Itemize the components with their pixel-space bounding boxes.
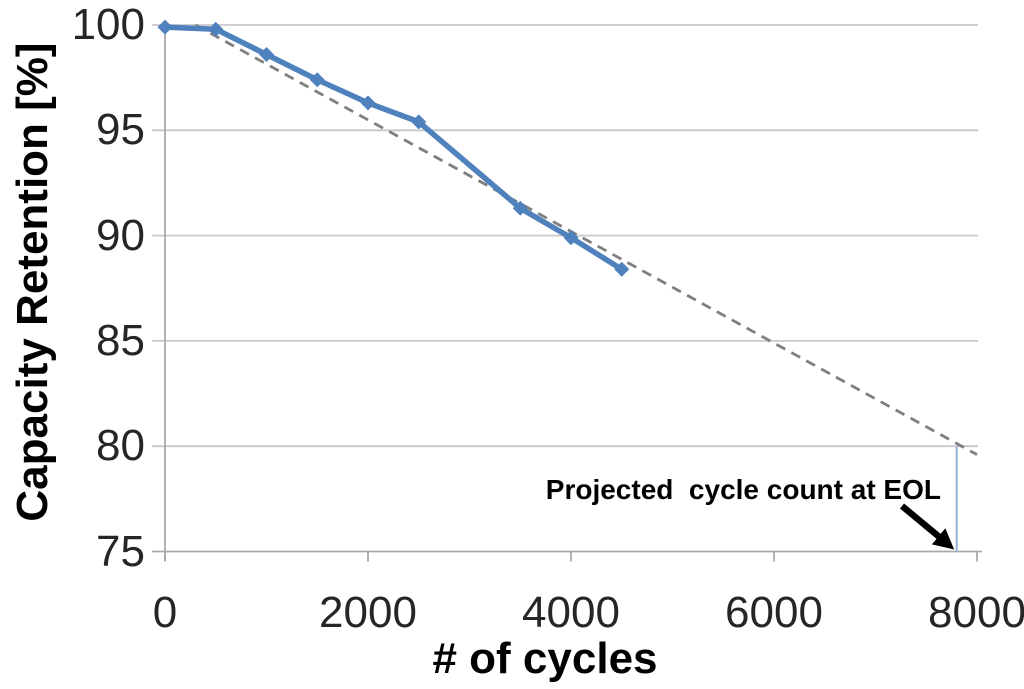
data-point-marker xyxy=(208,21,224,37)
x-tick-label-4000: 4000 xyxy=(522,588,620,637)
data-point-marker xyxy=(157,19,173,35)
trendline-dashed xyxy=(194,23,978,456)
x-tick-label-0: 0 xyxy=(152,588,178,637)
y-axis-title: Capacity Retention [%] xyxy=(8,42,57,522)
x-tick-label-8000: 8000 xyxy=(928,588,1024,637)
y-tick-label-80: 80 xyxy=(96,421,145,471)
data-point-marker xyxy=(512,200,528,216)
data-point-marker xyxy=(259,46,274,62)
data-point-marker xyxy=(563,230,579,246)
data-point-marker xyxy=(411,114,427,130)
y-tick-label-100: 100 xyxy=(71,0,145,49)
annotation-arrow-shaft xyxy=(899,503,943,541)
y-tick-label-90: 90 xyxy=(96,210,145,260)
annotation-arrow-head xyxy=(931,528,955,550)
capacity-series-line xyxy=(162,24,625,273)
data-point-marker xyxy=(614,261,630,277)
x-tick-label-6000: 6000 xyxy=(725,588,823,637)
data-point-marker xyxy=(360,95,376,111)
y-tick-label-95: 95 xyxy=(96,105,145,155)
eol-annotation-label: Projected cycle count at EOL xyxy=(545,474,941,505)
x-axis-title: # of cycles xyxy=(432,634,658,683)
y-tick-label-75: 75 xyxy=(96,526,145,576)
data-point-marker xyxy=(309,72,325,88)
x-tick-label-2000: 2000 xyxy=(319,588,417,637)
y-tick-label-85: 85 xyxy=(96,315,145,365)
